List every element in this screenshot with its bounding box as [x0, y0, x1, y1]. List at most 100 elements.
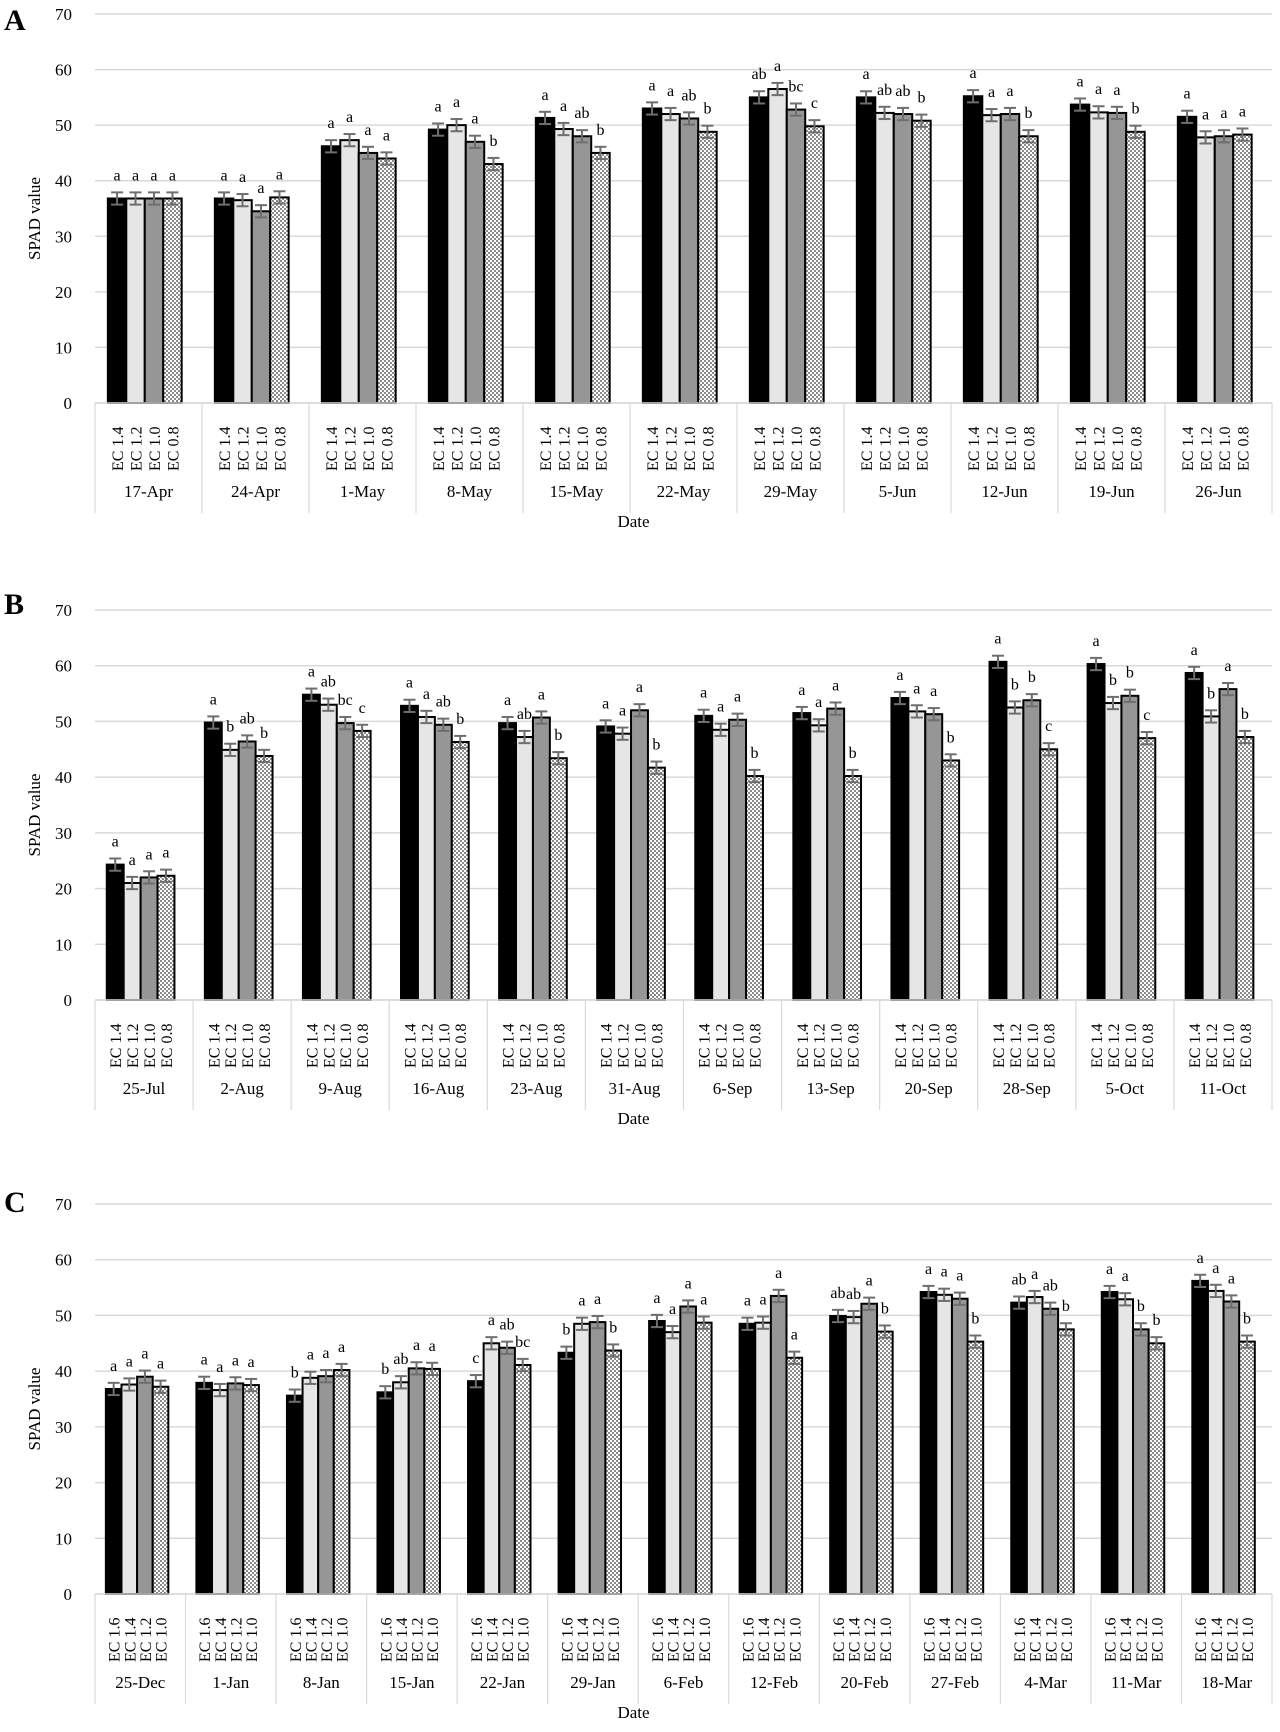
category-label: 15-May: [550, 482, 604, 501]
treatment-label: EC 0.8: [551, 1024, 568, 1068]
y-tick-label: 10: [55, 338, 72, 357]
bar: [874, 111, 895, 404]
significance-letter: a: [1031, 1266, 1038, 1283]
significance-letter: a: [1220, 105, 1227, 122]
significance-letter: a: [504, 692, 511, 709]
treatment-label: EC 1.4: [213, 1618, 230, 1662]
significance-letter: a: [1212, 1260, 1219, 1277]
y-tick-label: 50: [55, 1306, 72, 1325]
significance-letter: a: [594, 1291, 601, 1308]
treatment-label: EC 0.8: [1021, 427, 1038, 471]
y-tick-label: 0: [64, 991, 73, 1010]
treatment-label: EC 1.4: [394, 1618, 411, 1662]
significance-letter: a: [538, 686, 545, 703]
treatment-label: EC 1.2: [1043, 1618, 1060, 1662]
bar: [738, 1322, 757, 1596]
treatment-label: EC 1.4: [1209, 1618, 1226, 1662]
significance-letter: a: [1106, 1261, 1113, 1278]
treatment-label: EC 1.4: [966, 427, 983, 471]
category-label: 1-Jan: [212, 1673, 249, 1692]
significance-letter: a: [132, 167, 139, 184]
treatment-label: EC 1.0: [338, 1024, 355, 1068]
bar: [335, 722, 355, 1001]
category-label: 24-Apr: [231, 482, 280, 501]
treatment-label: EC 1.0: [789, 427, 806, 471]
category-label: 5-Jun: [879, 482, 917, 501]
treatment-label: EC 1.0: [142, 1024, 159, 1068]
bar: [195, 1381, 214, 1595]
significance-letter: a: [112, 833, 119, 850]
bar: [269, 196, 290, 404]
bar: [981, 114, 1002, 404]
treatment-label: EC 1.6: [1012, 1618, 1029, 1662]
treatment-label: EC 1.4: [402, 1024, 419, 1068]
y-axis-label: SPAD value: [25, 177, 44, 260]
bar: [792, 712, 812, 1001]
bar: [220, 748, 240, 1001]
significance-letter: a: [1239, 103, 1246, 120]
bar: [392, 1381, 410, 1595]
bar: [162, 197, 183, 404]
treatment-label: EC 1.4: [1180, 427, 1197, 471]
bar: [785, 108, 807, 404]
treatment-label: EC 1.0: [154, 1618, 171, 1662]
significance-letter: ab: [517, 706, 532, 723]
y-tick-label: 70: [55, 5, 72, 24]
significance-letter: a: [157, 1356, 164, 1373]
treatment-label: EC 1.0: [1025, 1024, 1042, 1068]
significance-letter: a: [1113, 82, 1120, 99]
bar: [376, 1391, 395, 1595]
significance-letter: b: [1011, 676, 1019, 693]
treatment-label: EC 1.4: [538, 427, 555, 471]
treatment-label: EC 1.0: [697, 1618, 714, 1662]
treatment-label: EC 1.0: [1240, 1618, 1257, 1662]
significance-letter: a: [1006, 83, 1013, 100]
bar: [464, 140, 486, 404]
bar: [769, 1294, 788, 1596]
bar: [809, 724, 829, 1001]
bar: [285, 1394, 304, 1595]
y-tick-label: 0: [64, 1585, 73, 1604]
y-tick-label: 60: [55, 1251, 72, 1270]
bar: [941, 759, 961, 1001]
bar: [804, 125, 825, 405]
treatment-label: EC 1.4: [847, 1618, 864, 1662]
significance-letter: a: [1228, 1270, 1235, 1287]
bar: [613, 732, 633, 1002]
significance-letter: ab: [830, 1285, 845, 1302]
category-label: 2-Aug: [220, 1079, 264, 1098]
bar: [553, 128, 574, 404]
significance-letter: b: [750, 745, 758, 762]
bar: [139, 876, 159, 1001]
bar: [663, 1331, 682, 1595]
treatment-label: EC 1.4: [484, 1618, 501, 1662]
treatment-label: EC 0.8: [159, 1024, 176, 1068]
significance-letter: b: [703, 101, 711, 118]
treatment-label: EC 1.4: [666, 1618, 683, 1662]
significance-letter: a: [653, 1290, 660, 1307]
treatment-label: EC 1.0: [787, 1618, 804, 1662]
bar: [588, 1321, 607, 1595]
y-tick-label: 40: [55, 1362, 72, 1381]
y-tick-label: 20: [55, 283, 72, 302]
category-label: 20-Sep: [905, 1079, 953, 1098]
panel-b: B 0 10 20 30 40 50 60 70 SPAD value a EC 1.4 a EC 1.…: [0, 540, 1280, 1130]
bar: [648, 1320, 666, 1595]
treatment-label: EC 1.6: [831, 1618, 848, 1662]
significance-letter: a: [619, 703, 626, 720]
bar: [1103, 702, 1123, 1002]
significance-letter: a: [146, 846, 153, 863]
treatment-label: EC 0.8: [700, 427, 717, 471]
significance-letter: c: [472, 1350, 479, 1367]
significance-letter: a: [150, 167, 157, 184]
treatment-label: EC 1.0: [436, 1024, 453, 1068]
bar: [1137, 737, 1157, 1001]
significance-letter: a: [866, 1273, 873, 1290]
treatment-label: EC 1.0: [829, 1024, 846, 1068]
significance-letter: bc: [338, 692, 353, 709]
bar: [1191, 1279, 1209, 1595]
significance-letter: b: [609, 1319, 617, 1336]
treatment-label: EC 1.0: [425, 1618, 442, 1662]
bar: [423, 1367, 441, 1595]
bar: [1022, 699, 1042, 1001]
